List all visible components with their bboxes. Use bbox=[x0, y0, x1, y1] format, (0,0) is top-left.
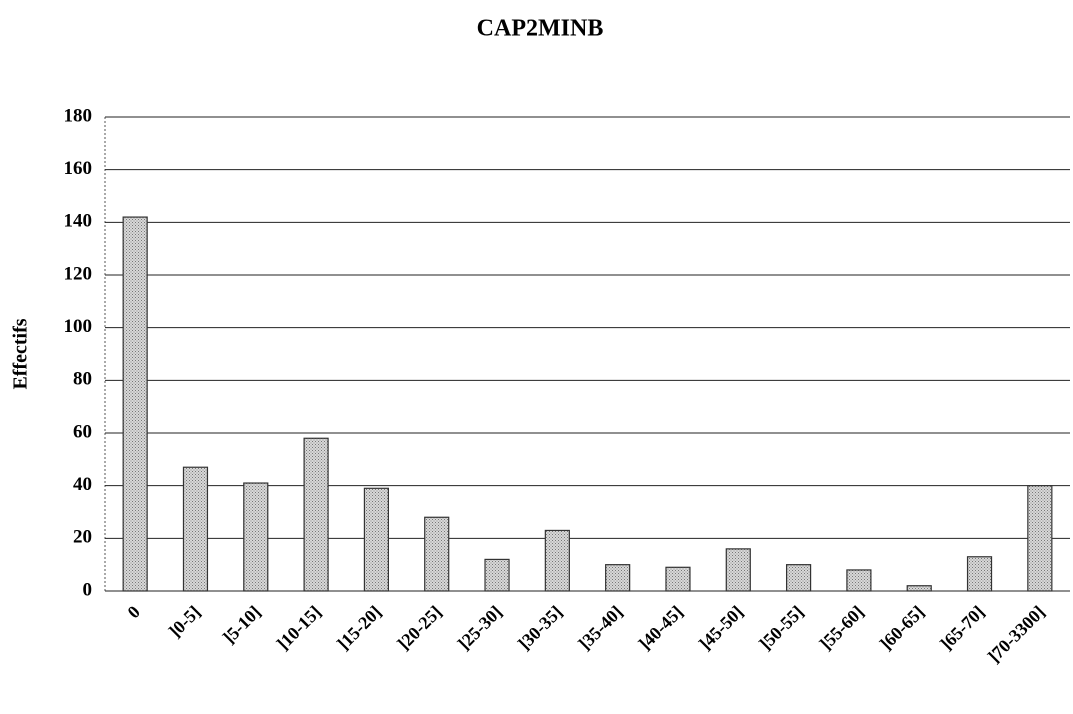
bar bbox=[243, 482, 269, 592]
x-tick-label: ]65-70] bbox=[936, 602, 988, 654]
y-tick-label: 80 bbox=[73, 369, 92, 390]
bar bbox=[544, 529, 570, 592]
bar bbox=[725, 548, 751, 592]
bar bbox=[906, 585, 932, 592]
chart-title: CAP2MINB bbox=[477, 16, 604, 42]
bar bbox=[182, 466, 209, 592]
bar bbox=[424, 516, 450, 592]
bar bbox=[122, 216, 148, 592]
x-tick-label: ]45-50] bbox=[695, 602, 747, 654]
x-tick-label: ]5-10] bbox=[219, 602, 265, 648]
y-tick-label: 180 bbox=[64, 105, 93, 126]
y-tick-label: 60 bbox=[73, 421, 92, 442]
bar bbox=[966, 556, 993, 592]
y-tick-label: 0 bbox=[83, 579, 93, 600]
bar bbox=[785, 564, 812, 592]
y-axis-label: Effectifs bbox=[10, 318, 32, 389]
y-tick-label: 140 bbox=[64, 211, 93, 232]
bar bbox=[303, 437, 329, 592]
x-tick-label: ]30-35] bbox=[514, 602, 566, 654]
y-tick-label: 160 bbox=[64, 158, 93, 179]
bar bbox=[605, 564, 631, 592]
x-tick-label: ]15-20] bbox=[333, 602, 385, 654]
bar bbox=[363, 487, 390, 592]
x-tick-label: ]20-25] bbox=[393, 602, 445, 654]
y-tick-label: 40 bbox=[73, 474, 92, 495]
x-tick-label: ]70-3300] bbox=[984, 602, 1049, 667]
bar bbox=[846, 569, 872, 592]
y-tick-label: 20 bbox=[73, 527, 92, 548]
x-tick-label: ]55-60] bbox=[815, 602, 867, 654]
y-tick-label: 100 bbox=[64, 316, 93, 337]
y-tick-label: 120 bbox=[64, 263, 93, 284]
x-tick-label: ]50-55] bbox=[755, 602, 807, 654]
x-tick-label: ]40-45] bbox=[634, 602, 686, 654]
x-tick-label: ]25-30] bbox=[454, 602, 506, 654]
x-tick-label: ]0-5] bbox=[165, 602, 205, 642]
x-tick-label: 0 bbox=[123, 602, 144, 623]
x-tick-label: ]35-40] bbox=[574, 602, 626, 654]
bar bbox=[484, 558, 510, 592]
bar bbox=[665, 566, 691, 592]
x-tick-label: ]10-15] bbox=[273, 602, 325, 654]
bar bbox=[1027, 485, 1053, 592]
x-tick-label: ]60-65] bbox=[876, 602, 928, 654]
